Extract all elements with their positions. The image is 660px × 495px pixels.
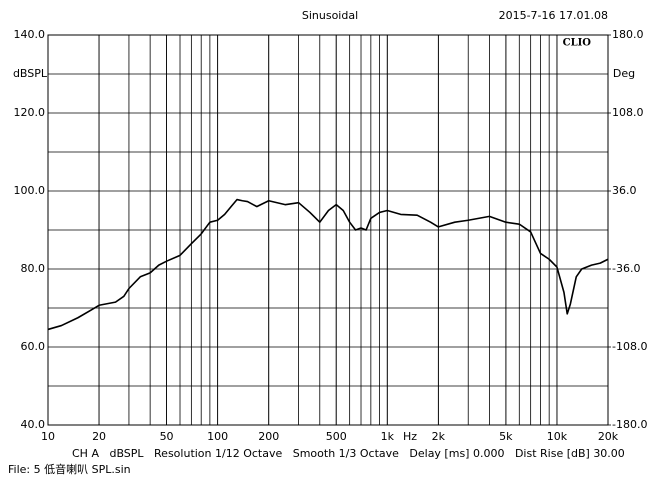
brand: CLIO	[563, 38, 592, 49]
x-tick-label: 100	[207, 430, 228, 443]
x-tick-label: 10	[41, 430, 55, 443]
y-tick-label: 60.0	[21, 340, 46, 353]
y2-tick-label: 36.0	[612, 184, 637, 197]
timestamp: 2015-7-16 17.01.08	[499, 9, 608, 22]
x-tick-label: 20k	[598, 430, 619, 443]
file-name: File: 5 低音喇叭 SPL.sin	[8, 462, 131, 476]
x-tick-label: 2k	[432, 430, 446, 443]
y-axis-label: dBSPL	[13, 67, 48, 80]
y2-tick-label: -108.0	[612, 340, 647, 353]
y-tick-label: 120.0	[14, 106, 46, 119]
x-tick-label: 50	[160, 430, 174, 443]
y2-tick-label: 108.0	[612, 106, 644, 119]
x-tick-label: 500	[326, 430, 347, 443]
y-tick-label: 40.0	[21, 418, 46, 431]
x-axis-label: Hz	[403, 430, 417, 443]
x-tick-label: 5k	[499, 430, 513, 443]
y2-axis-label: Deg	[613, 67, 635, 80]
x-tick-label: 10k	[547, 430, 568, 443]
y2-tick-label: -180.0	[612, 418, 647, 431]
x-tick-label: 1k	[381, 430, 395, 443]
x-tick-label: 200	[258, 430, 279, 443]
y2-tick-label: 180.0	[612, 28, 644, 41]
plot-frame	[47, 34, 609, 426]
response-line	[47, 198, 609, 331]
y-tick-label: 140.0	[14, 28, 46, 41]
x-tick-label: 20	[92, 430, 106, 443]
y-tick-label: 80.0	[21, 262, 46, 275]
footer: CH A dBSPL Resolution 1/12 Octave Smooth…	[72, 447, 625, 460]
y-tick-label: 100.0	[14, 184, 46, 197]
y2-tick-label: -36.0	[612, 262, 640, 275]
chart-title: Sinusoidal	[302, 9, 358, 22]
